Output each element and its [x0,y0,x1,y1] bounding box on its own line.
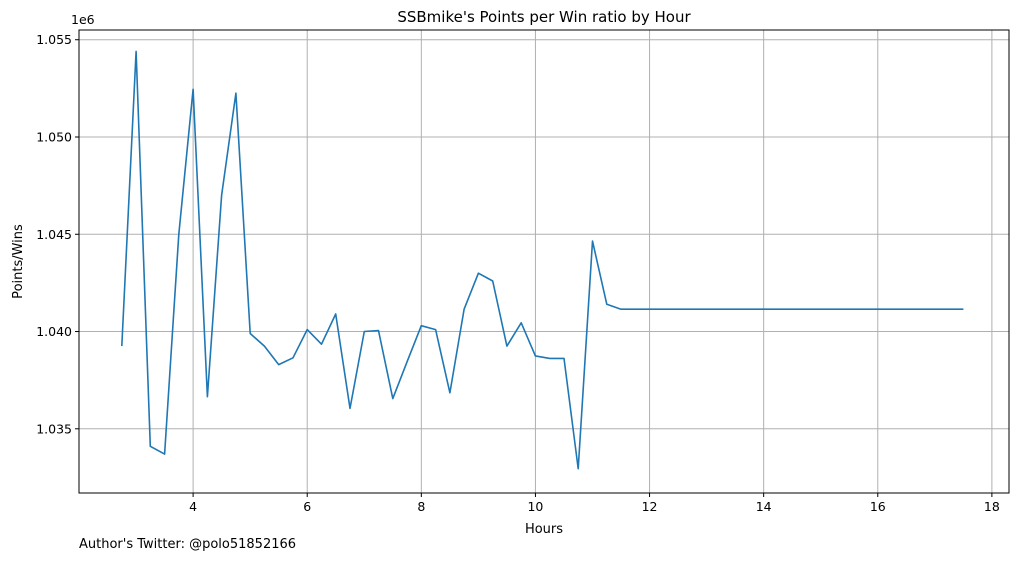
y-tick-label: 1.050 [36,129,72,144]
x-tick-label: 6 [303,499,311,514]
x-tick-label: 8 [417,499,425,514]
x-axis-label: Hours [525,522,563,537]
x-tick-label: 14 [756,499,772,514]
y-tick-label: 1.035 [36,421,72,436]
series-line [121,50,964,470]
y-axis-offset-text: 1e6 [71,12,95,27]
axis-ticks: 4 6 8 10 12 14 16 18 1.035 1.040 1.045 1.050 1.055 [36,32,1000,514]
x-tick-label: 12 [642,499,658,514]
plot-frame [78,29,1010,494]
x-tick-label: 10 [527,499,543,514]
x-tick-label: 4 [189,499,197,514]
x-tick-label: 18 [984,499,1000,514]
chart-title: SSBmike's Points per Win ratio by Hour [397,8,691,26]
y-tick-label: 1.040 [36,324,72,339]
series-polyline [121,50,964,470]
y-tick-label: 1.055 [36,32,72,47]
y-tick-label: 1.045 [36,227,72,242]
x-tick-label: 16 [870,499,886,514]
author-credit: Author's Twitter: @polo51852166 [79,537,297,552]
y-axis-label: Points/Wins [11,224,26,299]
grid-lines [79,30,1009,493]
